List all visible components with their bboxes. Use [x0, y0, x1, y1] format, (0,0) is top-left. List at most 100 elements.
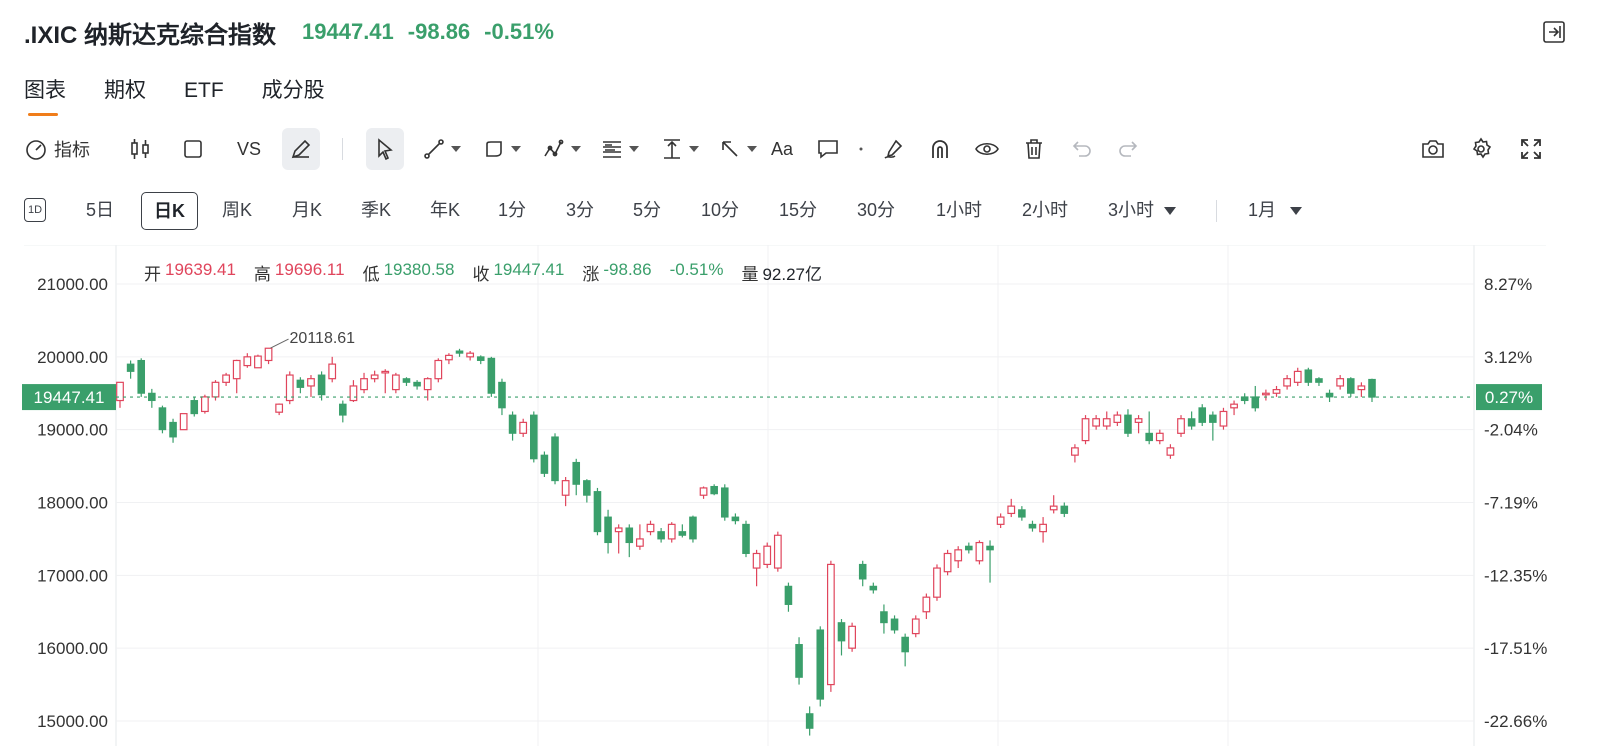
pattern-tool[interactable] [540, 128, 584, 170]
exit-icon[interactable] [1542, 20, 1566, 44]
period-2h[interactable]: 2小时 [1022, 200, 1069, 220]
redo-icon[interactable] [1114, 128, 1142, 170]
gear-icon[interactable] [1466, 128, 1496, 170]
square-icon[interactable] [180, 128, 206, 170]
cursor-icon[interactable] [366, 128, 404, 170]
candle-body [423, 378, 432, 391]
candle-body [742, 523, 750, 554]
period-3min[interactable]: 3分 [566, 200, 595, 220]
drawing-toolbar: 指标 VS Aa [0, 128, 1600, 170]
period-5d[interactable]: 5日 [86, 200, 115, 220]
candle-body [232, 359, 241, 380]
candle-body [593, 491, 602, 533]
volume-value: 92.27亿 [762, 265, 822, 284]
gauge-icon [26, 140, 46, 160]
candle-body [317, 374, 326, 396]
candle-body [179, 413, 188, 431]
fullscreen-icon[interactable] [1516, 128, 1546, 170]
period-monthly[interactable]: 月K [292, 200, 323, 220]
candle-body [720, 487, 729, 518]
candle-body [391, 374, 400, 391]
candle-body [805, 713, 814, 729]
candle-body [901, 636, 909, 653]
candle-body [890, 618, 899, 631]
arrow-tool[interactable] [716, 128, 760, 170]
low-label: 低 [362, 265, 380, 284]
line-tool[interactable] [420, 128, 464, 170]
candlestick-icon[interactable] [126, 128, 154, 170]
comment-icon[interactable] [814, 128, 842, 170]
candle-body [445, 354, 453, 361]
current-price-tag [22, 384, 116, 411]
day-badge[interactable]: 1D [24, 198, 46, 222]
candle-body [1304, 369, 1313, 383]
candle-body [137, 359, 146, 394]
ohlc-readout: 开 19639.41 高 19696.11 低 19380.58 收 19447… [144, 260, 840, 285]
candle-body [1049, 505, 1058, 511]
magnet-icon[interactable] [926, 128, 954, 170]
fib-tool[interactable] [598, 128, 642, 170]
candle-body [646, 523, 655, 533]
candle-body [763, 545, 772, 566]
candle-body [1325, 392, 1334, 398]
period-daily[interactable]: 日K [141, 192, 198, 230]
candle-body [869, 585, 878, 591]
candle-body [1081, 418, 1090, 442]
candle-body [1293, 370, 1302, 383]
pen-icon[interactable] [282, 128, 320, 170]
candle-body [413, 381, 421, 387]
candle-body [349, 385, 358, 402]
candle-body [614, 527, 623, 533]
close-value: 19447.41 [493, 260, 565, 279]
trash-icon[interactable] [1020, 128, 1048, 170]
period-weekly[interactable]: 周K [222, 200, 253, 220]
candle-body [689, 516, 697, 540]
indicator-button[interactable]: 指标 [24, 128, 96, 170]
candle-body [911, 618, 920, 635]
measure-icon [664, 139, 680, 159]
vs-button[interactable]: VS [236, 138, 261, 159]
period-yearly[interactable]: 年K [430, 200, 461, 220]
close-label: 收 [472, 265, 490, 284]
y-tick-right: -7.19% [1484, 494, 1538, 513]
candle-body [965, 545, 973, 551]
period-1min[interactable]: 1分 [498, 200, 527, 220]
y-tick-left: 21000.00 [37, 275, 108, 294]
tab-chart[interactable]: 图表 [24, 76, 66, 116]
candle-body [243, 356, 252, 367]
candle-body [508, 414, 517, 434]
shape-tool[interactable] [480, 128, 524, 170]
period-3h-dropdown[interactable]: 3小时 [1108, 192, 1177, 228]
eye-icon[interactable] [972, 128, 1002, 170]
candle-body [1315, 378, 1323, 383]
candle-body [1230, 403, 1238, 409]
camera-icon[interactable] [1418, 128, 1448, 170]
period-1h[interactable]: 1小时 [936, 200, 983, 220]
candle-body [1166, 447, 1175, 456]
period-5min[interactable]: 5分 [633, 200, 662, 220]
volume-label: 量 [741, 265, 759, 284]
tab-options[interactable]: 期权 [104, 79, 146, 102]
y-tick-right: -17.51% [1484, 639, 1547, 658]
candle-body [466, 352, 475, 358]
range-dropdown[interactable]: 1月 [1248, 192, 1303, 228]
tab-constituents[interactable]: 成分股 [261, 79, 325, 102]
candlestick-chart[interactable]: 21000.00 8.27% 20000.00 3.12% 19000.00 -2.04%… [0, 245, 1600, 746]
measure-tool[interactable] [658, 128, 702, 170]
undo-icon[interactable] [1068, 128, 1096, 170]
pattern-icon [544, 139, 564, 157]
dot-icon[interactable] [854, 128, 868, 170]
period-30min[interactable]: 30分 [857, 200, 896, 220]
candle-body [1283, 378, 1292, 387]
brush-icon[interactable] [878, 128, 908, 170]
period-15min[interactable]: 15分 [779, 200, 818, 220]
candle-body [275, 403, 284, 413]
indicator-label: 指标 [54, 140, 90, 160]
period-quarterly[interactable]: 季K [361, 200, 392, 220]
y-tick-right: -12.35% [1484, 566, 1547, 585]
text-tool[interactable]: Aa [770, 138, 794, 159]
candle-body [837, 622, 846, 642]
tab-etf[interactable]: ETF [184, 79, 224, 102]
period-10min[interactable]: 10分 [701, 200, 740, 220]
candle-body [1092, 418, 1101, 427]
